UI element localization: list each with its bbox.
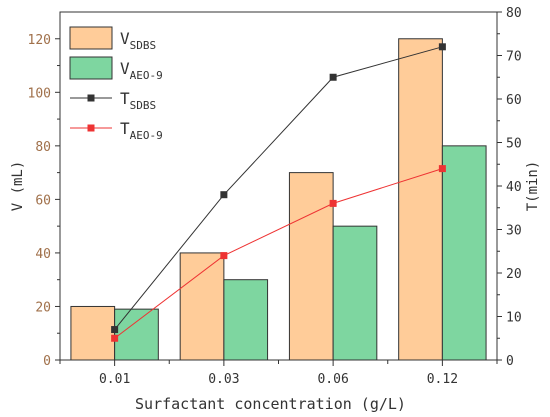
right-tick-label: 10: [506, 311, 522, 326]
bar-aeo-9-3: [441, 145, 487, 361]
bar-aeo-9-2: [332, 225, 378, 361]
bar-sdbs-1: [179, 252, 225, 361]
x-axis-title: Surfactant concentration (g/L): [135, 395, 406, 413]
legend-label: TAEO-9: [120, 119, 163, 142]
point-aeo-9-3: [438, 165, 446, 173]
point-sdbs-0: [111, 326, 119, 334]
bar-sdbs-0: [70, 305, 116, 361]
line-aeo-9: [114, 168, 443, 339]
point-aeo-9-2: [329, 199, 337, 207]
left-y-axis: 0 20 40 60 80 100 120: [28, 33, 60, 369]
bar-aeo-9-1: [223, 279, 269, 361]
left-tick-label: 60: [35, 193, 51, 208]
legend-marker: [87, 124, 95, 132]
left-tick-label: 80: [35, 140, 51, 155]
right-tick-label: 80: [506, 6, 522, 21]
legend-label: VSDBS: [120, 29, 156, 52]
legend-label-main: T: [120, 119, 130, 138]
left-tick-label: 100: [28, 86, 51, 101]
point-aeo-9-1: [220, 252, 228, 260]
legend-label-subscript: AEO-9: [130, 69, 163, 82]
left-tick-label: 120: [28, 33, 51, 48]
legend-swatch: [69, 56, 113, 80]
legend-label-subscript: SDBS: [130, 99, 157, 112]
legend-label: VAEO-9: [120, 59, 163, 82]
bar-aeo-9-0: [114, 308, 159, 361]
left-tick-label: 40: [35, 247, 51, 262]
left-axis-title: V (mL): [10, 161, 26, 212]
legend-label-main: V: [120, 59, 130, 78]
point-sdbs-2: [329, 73, 337, 81]
legend-label-main: T: [120, 89, 130, 108]
legend-item-bar-sdbs: VSDBS: [69, 26, 156, 52]
legend-label-main: V: [120, 29, 130, 48]
legend-item-line-sdbs: TSDBS: [70, 89, 156, 112]
right-tick-label: 60: [506, 93, 522, 108]
legend-marker: [87, 94, 95, 102]
right-tick-label: 30: [506, 224, 522, 239]
x-tick-label: 0.01: [99, 372, 130, 387]
bars-layer: [70, 38, 487, 361]
x-tick-label: 0.03: [208, 372, 239, 387]
line-sdbs: [114, 46, 443, 330]
legend-item-bar-aeo-9: VAEO-9: [69, 56, 163, 82]
point-sdbs-1: [220, 191, 228, 199]
legend-swatch: [69, 26, 113, 50]
right-tick-label: 70: [506, 50, 522, 65]
right-y-axis: 0 10 20 30 40 50 60 70 80: [497, 6, 522, 369]
right-tick-label: 50: [506, 137, 522, 152]
bar-sdbs-2: [288, 172, 334, 361]
point-aeo-9-0: [111, 334, 119, 342]
legend-item-line-aeo-9: TAEO-9: [70, 119, 163, 142]
bar-sdbs-3: [398, 38, 443, 361]
right-tick-label: 20: [506, 267, 522, 282]
left-tick-label: 20: [35, 300, 51, 315]
x-tick-label: 0.12: [427, 372, 458, 387]
legend-label: TSDBS: [120, 89, 156, 112]
right-tick-label: 0: [506, 354, 514, 369]
point-sdbs-3: [438, 43, 446, 51]
right-tick-label: 40: [506, 180, 522, 195]
legend-label-subscript: SDBS: [130, 39, 157, 52]
lines-layer: [111, 43, 446, 342]
left-tick-label: 0: [43, 354, 51, 369]
x-axis: 0.01 0.03 0.06 0.12: [59, 360, 498, 387]
right-axis-title: T(min): [525, 161, 541, 212]
legend-label-subscript: AEO-9: [130, 129, 163, 142]
x-tick-label: 0.06: [317, 372, 348, 387]
